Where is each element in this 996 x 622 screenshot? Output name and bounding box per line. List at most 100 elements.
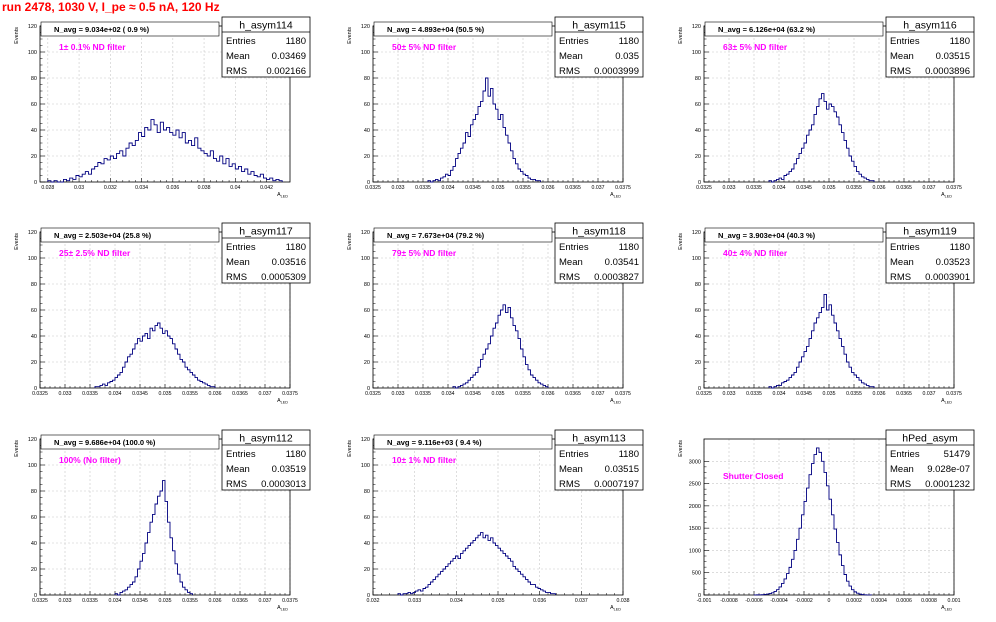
- x-axis-title: ALED: [277, 192, 288, 199]
- y-tick-label: 60: [364, 515, 370, 521]
- y-tick-label: 80: [31, 282, 37, 288]
- stats-value: 1180: [950, 36, 970, 47]
- filter-annotation: 100% (No filter): [59, 455, 121, 465]
- stats-value: 0.0003013: [261, 479, 306, 490]
- stats-label: Entries: [559, 242, 589, 253]
- y-axis-title: Events: [678, 440, 684, 457]
- stats-title: hPed_asym: [902, 433, 958, 445]
- stats-label: Entries: [226, 36, 256, 47]
- x-tick-label: 0.0325: [365, 391, 381, 397]
- y-tick-label: 20: [31, 154, 37, 160]
- y-tick-label: 80: [364, 489, 370, 495]
- stats-value: 0.0003827: [594, 272, 639, 283]
- y-tick-label: 100: [692, 256, 701, 262]
- navg-label: N_avg = 6.126e+04 (63.2 %): [718, 25, 816, 34]
- y-tick-label: 0: [34, 593, 37, 599]
- navg-box: [704, 21, 884, 37]
- x-axis-title-subscript: LED: [614, 401, 622, 405]
- stats-label: RMS: [559, 66, 580, 77]
- x-tick-label: 0.0325: [32, 391, 48, 397]
- filter-annotation: 25± 2.5% ND filter: [59, 248, 131, 258]
- x-tick-label: 0.038: [617, 598, 630, 604]
- histogram-panel-h_asym118: 0.0325 0.033 0.0335 0.034 0.0345 0.035 0.0355 0…: [347, 222, 644, 405]
- y-tick-label: 100: [361, 50, 370, 56]
- stats-label: Mean: [890, 464, 914, 475]
- x-tick-label: 0.036: [873, 185, 886, 191]
- x-tick-label: -0.001: [697, 598, 712, 604]
- y-axis-title: Events: [347, 440, 353, 457]
- x-axis-title-subscript: LED: [281, 608, 289, 612]
- x-tick-label: 0.035: [823, 391, 836, 397]
- y-tick-label: 100: [361, 463, 370, 469]
- stats-value: 9.028e-07: [927, 464, 970, 475]
- x-tick-label: 0.0335: [746, 185, 762, 191]
- x-tick-label: 0.0365: [565, 391, 581, 397]
- x-tick-label: 0.0355: [182, 598, 198, 604]
- x-tick-label: 0.032: [367, 598, 380, 604]
- histogram-panel-h_asym113: 0.032 0.033 0.034 0.035 0.036 0.037 0.038 0 20 40…: [347, 429, 644, 612]
- y-tick-label: 2000: [689, 504, 701, 510]
- x-tick-label: 0.033: [408, 598, 421, 604]
- y-tick-label: 60: [695, 102, 701, 108]
- y-tick-label: 40: [364, 128, 370, 134]
- stats-value: 1180: [286, 242, 306, 253]
- navg-box: [373, 434, 553, 450]
- filter-annotation: Shutter Closed: [723, 471, 783, 481]
- stats-box: [554, 16, 644, 78]
- filter-annotation: 79± 5% ND filter: [392, 248, 457, 258]
- x-axis-title: ALED: [941, 398, 952, 405]
- y-tick-label: 0: [367, 180, 370, 186]
- x-tick-label: -0.0008: [720, 598, 738, 604]
- y-tick-label: 3000: [689, 459, 701, 465]
- x-tick-label: 0.037: [259, 598, 272, 604]
- y-tick-label: 60: [364, 308, 370, 314]
- x-tick-label: 0.036: [209, 391, 222, 397]
- x-axis-title: ALED: [610, 605, 621, 612]
- filter-annotation: 10± 1% ND filter: [392, 455, 457, 465]
- stats-value: 0.03519: [272, 464, 306, 475]
- stats-title: h_asym117: [239, 226, 293, 238]
- y-tick-label: 100: [28, 256, 37, 262]
- stats-box: [554, 429, 644, 491]
- navg-box: [40, 434, 220, 450]
- x-axis-title-subscript: LED: [281, 401, 289, 405]
- x-axis-title-main: A: [610, 192, 614, 198]
- x-axis-title-main: A: [610, 605, 614, 611]
- x-tick-label: 0.033: [59, 598, 72, 604]
- x-tick-label: 0.033: [392, 391, 405, 397]
- y-tick-label: 80: [31, 76, 37, 82]
- histogram-panel-h_asym114: 0.028 0.03 0.032 0.034 0.036 0.038 0.04 0.042 0 2…: [14, 16, 311, 199]
- x-axis-title-subscript: LED: [945, 195, 953, 199]
- y-tick-label: 80: [695, 76, 701, 82]
- stats-value: 0.03469: [272, 51, 306, 62]
- navg-label: N_avg = 4.893e+04 (50.5 %): [387, 25, 485, 34]
- histogram-panel-h_asym115: 0.0325 0.033 0.0335 0.034 0.0345 0.035 0.0355 0…: [347, 16, 644, 199]
- x-tick-label: 0.0002: [846, 598, 862, 604]
- histogram-panel-h_asym112: 0.0325 0.033 0.0335 0.034 0.0345 0.035 0.0355 0…: [14, 429, 311, 612]
- x-tick-label: 0.036: [533, 598, 546, 604]
- stats-label: RMS: [890, 66, 911, 77]
- x-tick-label: 0.0325: [696, 185, 712, 191]
- navg-label: N_avg = 9.116e+03 ( 9.4 %): [387, 438, 482, 447]
- x-tick-label: 0: [828, 598, 831, 604]
- y-tick-label: 60: [364, 102, 370, 108]
- y-tick-label: 0: [698, 180, 701, 186]
- stats-label: Entries: [559, 36, 589, 47]
- x-tick-label: 0.0355: [515, 185, 531, 191]
- stats-label: Entries: [890, 36, 920, 47]
- stats-value: 0.03541: [605, 257, 639, 268]
- navg-box: [704, 227, 884, 243]
- y-tick-label: 1000: [689, 548, 701, 554]
- stats-label: RMS: [890, 272, 911, 283]
- x-axis-title-subscript: LED: [945, 608, 953, 612]
- x-tick-label: 0.0375: [282, 391, 298, 397]
- x-tick-label: 0.0375: [615, 185, 631, 191]
- x-tick-label: 0.0335: [82, 391, 98, 397]
- histogram-bars-h_asym117: [94, 322, 216, 388]
- stats-value: 0.0005309: [261, 272, 306, 283]
- histogram-panel-hPed_asym: -0.001 -0.0008 -0.0006 -0.0004 -0.0002 0 0.000…: [678, 429, 975, 612]
- navg-box: [40, 21, 220, 37]
- y-axis-title: Events: [14, 233, 20, 250]
- x-tick-label: 0.0335: [415, 185, 431, 191]
- x-tick-label: 0.0365: [896, 391, 912, 397]
